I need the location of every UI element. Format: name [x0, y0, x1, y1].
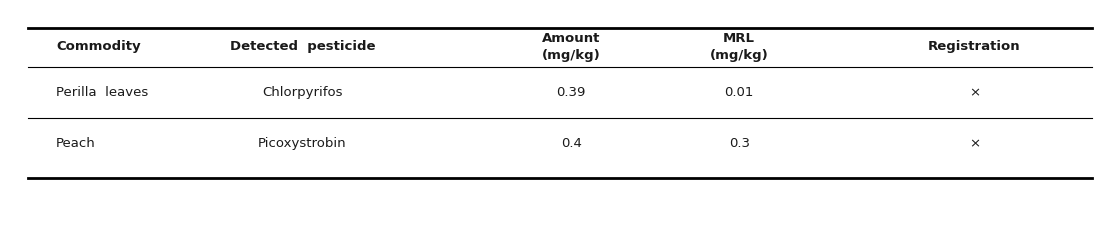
Text: Perilla  leaves: Perilla leaves [56, 86, 148, 99]
Text: Commodity: Commodity [56, 40, 141, 53]
Text: MRL
(mg/kg): MRL (mg/kg) [710, 32, 768, 62]
Text: ×: × [969, 137, 980, 150]
Text: ×: × [969, 86, 980, 99]
Text: Registration: Registration [928, 40, 1020, 53]
Text: Picoxystrobin: Picoxystrobin [258, 137, 347, 150]
Text: Chlorpyrifos: Chlorpyrifos [262, 86, 343, 99]
Text: Amount
(mg/kg): Amount (mg/kg) [542, 32, 600, 62]
Text: 0.3: 0.3 [729, 137, 749, 150]
Text: 0.01: 0.01 [725, 86, 754, 99]
Text: Peach: Peach [56, 137, 95, 150]
Text: 0.39: 0.39 [557, 86, 586, 99]
Text: Detected  pesticide: Detected pesticide [230, 40, 375, 53]
Text: 0.4: 0.4 [561, 137, 581, 150]
